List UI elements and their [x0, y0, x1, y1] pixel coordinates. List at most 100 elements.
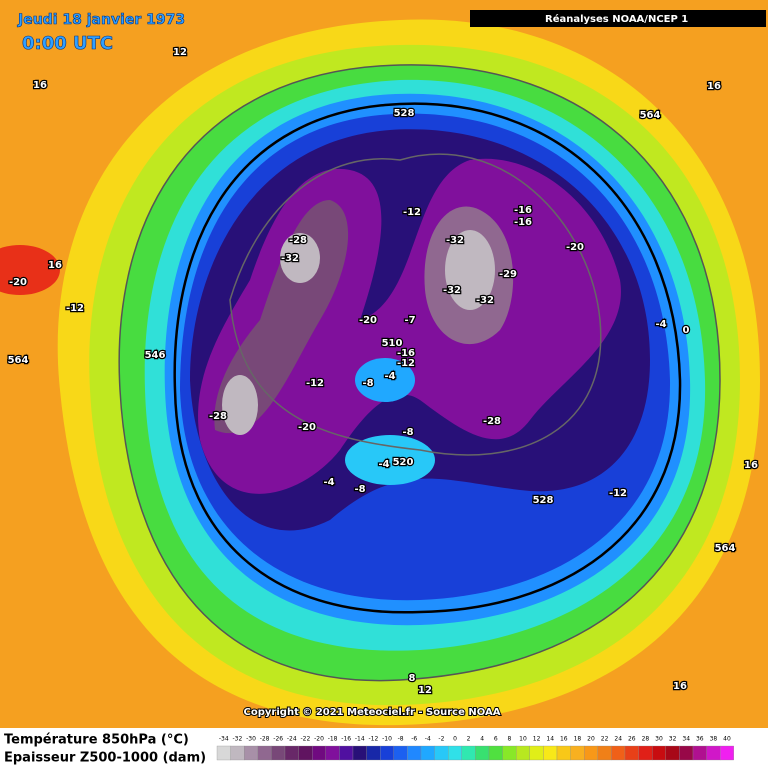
freezing-contour: [173, 102, 682, 614]
scale-swatch: [434, 745, 449, 761]
scale-label: 2: [467, 736, 471, 743]
legend-title: Epaisseur Z500-1000 (dam): [4, 751, 206, 766]
scale-label: 12: [533, 736, 541, 743]
map-label: -8: [402, 427, 413, 438]
copyright: Copyright © 2021 Meteociel.fr - Source N…: [244, 707, 501, 718]
scale-label: -18: [328, 736, 338, 743]
map-label: 546: [145, 350, 166, 361]
scale-swatch: [665, 745, 680, 761]
thickness-contour: [229, 153, 602, 456]
scale-swatch: [448, 745, 462, 761]
map-label: -12: [66, 303, 84, 314]
field-pocket: [345, 435, 435, 485]
source: Réanalyses NOAA/NCEP 1: [545, 13, 688, 25]
map-label: 564: [715, 543, 736, 554]
scale-swatch: [230, 745, 245, 761]
scale-label: -8: [398, 736, 404, 743]
map-label: 12: [418, 685, 432, 696]
map-label: 16: [744, 460, 758, 471]
scale-swatch: [244, 745, 258, 761]
map-label: -12: [403, 207, 421, 218]
map-label: -28: [209, 411, 227, 422]
map-label: -32: [476, 295, 494, 306]
scale-label: -22: [300, 736, 310, 743]
scale-swatch: [488, 745, 503, 761]
map-label: 16: [673, 681, 687, 692]
scale-label: -12: [368, 736, 378, 743]
map-label: -29: [499, 269, 517, 280]
map-label: -12: [306, 378, 324, 389]
map-label: -8: [362, 378, 373, 389]
map-label: -4: [384, 371, 395, 382]
map-label: -20: [9, 277, 27, 288]
scale-label: -6: [411, 736, 417, 743]
scale-label: -4: [425, 736, 431, 743]
scale-swatch: [298, 745, 313, 761]
scale-swatch: [339, 745, 354, 761]
map-label: -8: [354, 484, 365, 495]
scale-swatch: [216, 745, 231, 761]
map-label: -32: [281, 253, 299, 264]
map-label: -4: [323, 477, 334, 488]
scale-label: 24: [614, 736, 622, 743]
scale-label: -16: [341, 736, 351, 743]
map-label: 12: [173, 47, 187, 58]
scale-swatch: [352, 745, 367, 761]
map-label: -20: [566, 242, 584, 253]
scale-swatch: [679, 745, 694, 761]
scale-label: -24: [287, 736, 297, 743]
scale-label: 6: [494, 736, 498, 743]
field-lightgrey: [445, 230, 495, 310]
map-label: -16: [514, 217, 532, 228]
scale-label: -10: [382, 736, 392, 743]
map-label: -28: [289, 235, 307, 246]
scale-label: 28: [642, 736, 650, 743]
scale-swatch: [556, 745, 571, 761]
legend-title: Température 850hPa (°C): [4, 733, 189, 748]
scale-swatch: [393, 745, 408, 761]
scale-swatch: [652, 745, 666, 761]
scale-label: 18: [574, 736, 582, 743]
scale-label: 20: [587, 736, 595, 743]
scale-label: 32: [669, 736, 677, 743]
scale-label: -20: [314, 736, 324, 743]
scale-label: -28: [260, 736, 270, 743]
scale-label: -26: [273, 736, 283, 743]
scale-swatch: [611, 745, 626, 761]
scale-label: -32: [232, 736, 242, 743]
scale-swatch: [638, 745, 653, 761]
scale-label: -2: [438, 736, 444, 743]
scale-swatch: [502, 745, 517, 761]
map-label: 8: [409, 673, 416, 684]
map-label: -32: [446, 235, 464, 246]
scale-swatch: [706, 745, 721, 761]
scale-label: 14: [546, 736, 554, 743]
field-hot: [0, 245, 60, 295]
scale-label: 34: [682, 736, 690, 743]
scale-label: 40: [723, 736, 731, 743]
scale-swatch: [624, 745, 639, 761]
time: 0:00 UTC: [22, 33, 113, 54]
scale-label: 16: [560, 736, 568, 743]
scale-label: 22: [601, 736, 609, 743]
color-scale: -34 -32 -30 -28 -26 -24 -22 -20 -18 -16 -14 -12 -10-…: [216, 736, 734, 761]
scale-label: 30: [655, 736, 663, 743]
map-label: -7: [404, 315, 415, 326]
scale-label: 36: [696, 736, 704, 743]
scale-label: 8: [507, 736, 511, 743]
source-banner: [470, 10, 766, 27]
map-label: 0: [683, 325, 690, 336]
map-label: -4: [378, 459, 389, 470]
scale-swatch: [475, 745, 490, 761]
scale-label: -14: [355, 736, 365, 743]
scale-label: 10: [519, 736, 527, 743]
map-label: 564: [640, 110, 661, 121]
scale-swatch: [284, 745, 299, 761]
scale-swatch: [366, 745, 381, 761]
map-label: 510: [382, 338, 403, 349]
map-label: -16: [397, 348, 415, 359]
scale-swatch: [312, 745, 326, 761]
scale-swatch: [257, 745, 272, 761]
